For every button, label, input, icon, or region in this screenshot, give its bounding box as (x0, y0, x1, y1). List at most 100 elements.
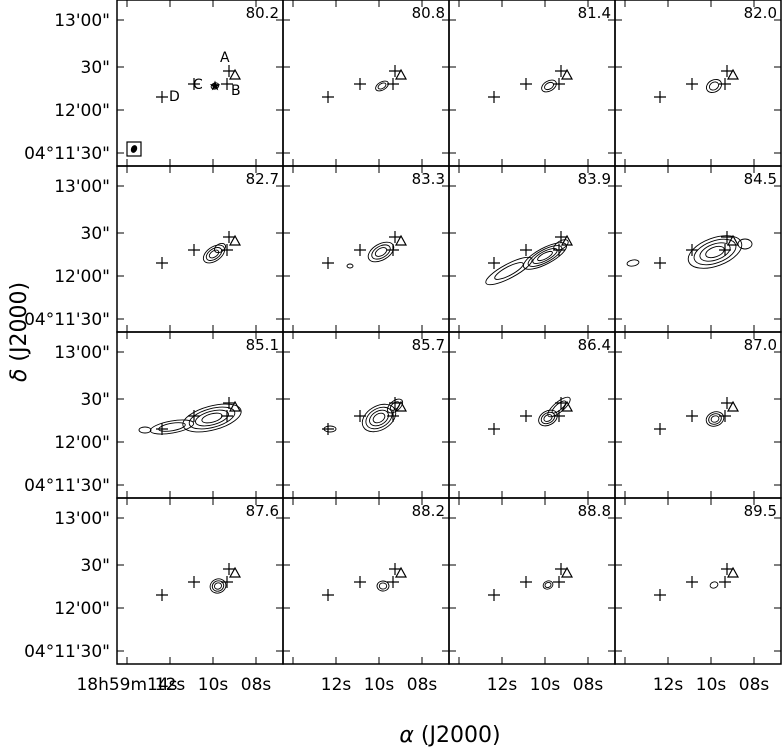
dec-tick-label: 12'00" (54, 433, 110, 453)
dec-tick-label: 12'00" (54, 267, 110, 287)
ra-tick-label: 08s (739, 675, 770, 695)
triangle-marker (394, 234, 408, 246)
source-a-plus (721, 65, 733, 77)
source-c-plus (686, 78, 698, 90)
velocity-label: 83.9 (578, 170, 611, 188)
triangle-marker (560, 234, 574, 246)
contour (213, 242, 227, 254)
panel-frame (282, 0, 450, 167)
contour (386, 398, 404, 414)
contour (544, 581, 552, 589)
source-a-plus (223, 231, 235, 243)
velocity-label: 83.3 (412, 170, 445, 188)
channel-panel: 83.3 (282, 165, 450, 333)
channel-panel: 85.7 (282, 331, 450, 499)
panel-frame (282, 165, 450, 333)
contour (708, 413, 722, 425)
source-label-b: B (231, 83, 241, 99)
triangle-marker (726, 68, 740, 80)
channel-panel: 87.6 (116, 497, 284, 665)
source-b-plus (553, 410, 565, 422)
ra-tick-label: 08s (241, 675, 272, 695)
dec-tick-label: 12'00" (54, 101, 110, 121)
panel-frame (448, 165, 616, 333)
source-b-plus (387, 78, 399, 90)
channel-panel: 88.2 (282, 497, 450, 665)
triangle-marker (560, 566, 574, 578)
contour (369, 409, 389, 427)
source-a-plus (223, 397, 235, 409)
source-c-plus (520, 244, 532, 256)
velocity-label: 81.4 (578, 4, 611, 22)
contour (494, 262, 524, 280)
channel-panel: 89.5 (614, 497, 782, 665)
source-a-plus (721, 231, 733, 243)
panel-frame (448, 331, 616, 499)
star-marker (209, 80, 221, 91)
contour (377, 82, 387, 90)
triangle-marker (726, 566, 740, 578)
contour (138, 426, 152, 434)
beam-ellipse (130, 145, 138, 153)
source-c-plus (354, 576, 366, 588)
contour (542, 580, 554, 590)
velocity-label: 86.4 (578, 336, 611, 354)
source-d-plus (654, 257, 666, 269)
contour (710, 415, 720, 423)
panel-frame (116, 165, 284, 333)
contour (202, 244, 226, 264)
triangle-marker (560, 68, 574, 80)
source-b-plus (221, 244, 233, 256)
contour (537, 250, 553, 262)
source-c-plus (520, 410, 532, 422)
source-c-plus (354, 410, 366, 422)
source-d-plus (322, 589, 334, 601)
source-label-c: C (193, 77, 203, 93)
dec-tick-label: 30" (81, 556, 110, 576)
contour (346, 263, 354, 269)
source-d-plus (654, 423, 666, 435)
source-b-plus (719, 576, 731, 588)
source-a-plus (223, 65, 235, 77)
source-d-plus (488, 257, 500, 269)
ra-tick-label: 10s (198, 675, 229, 695)
velocity-label: 82.7 (246, 170, 279, 188)
source-a-plus (389, 65, 401, 77)
channel-panel: 82.7 (116, 165, 284, 333)
source-c-plus (354, 78, 366, 90)
ra-tick-label: 12s (155, 675, 186, 695)
source-b-plus (719, 244, 731, 256)
velocity-label: 88.2 (412, 502, 445, 520)
ra-tick-label: 12s (487, 675, 518, 695)
dec-tick-label: 04°11'30" (24, 310, 110, 330)
dec-tick-label: 04°11'30" (24, 642, 110, 662)
contour (367, 241, 395, 263)
dec-tick-label: 13'00" (54, 177, 110, 197)
source-c-plus (686, 410, 698, 422)
source-d-plus (488, 423, 500, 435)
channel-panel: 80.8 (282, 0, 450, 167)
triangle-marker (394, 566, 408, 578)
contour (205, 247, 223, 261)
triangle-marker (394, 68, 408, 80)
contour (551, 400, 567, 414)
contour (188, 406, 236, 430)
velocity-label: 85.7 (412, 336, 445, 354)
source-c-plus (520, 78, 532, 90)
triangle-marker (726, 400, 740, 412)
source-d-plus (322, 91, 334, 103)
source-b-plus (387, 410, 399, 422)
velocity-label: 87.6 (246, 502, 279, 520)
triangle-marker (228, 566, 242, 578)
contour (374, 247, 388, 257)
dec-tick-label: 13'00" (54, 343, 110, 363)
dec-tick-label: 30" (81, 390, 110, 410)
source-b-plus (221, 410, 233, 422)
velocity-label: 80.8 (412, 4, 445, 22)
source-d-plus (156, 91, 168, 103)
channel-panel: 86.4 (448, 331, 616, 499)
source-c-plus (354, 244, 366, 256)
dec-tick-label: 12'00" (54, 599, 110, 619)
contour (540, 411, 556, 425)
ra-tick-label: 08s (407, 675, 438, 695)
